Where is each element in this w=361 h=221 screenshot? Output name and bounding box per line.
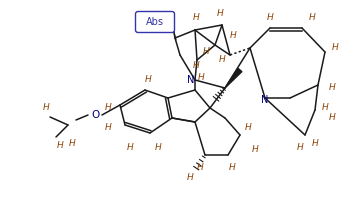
Text: H: H — [312, 139, 318, 147]
Text: H: H — [193, 13, 199, 23]
Text: H: H — [155, 143, 161, 152]
Text: H: H — [217, 10, 223, 19]
Text: H: H — [69, 139, 75, 147]
Text: H: H — [329, 114, 335, 122]
Text: H: H — [309, 13, 316, 23]
Text: Abs: Abs — [146, 17, 164, 27]
Text: H: H — [105, 124, 112, 133]
Text: H: H — [127, 143, 133, 152]
Polygon shape — [225, 69, 242, 88]
Text: H: H — [229, 164, 235, 173]
Text: H: H — [297, 143, 303, 152]
Text: H: H — [203, 48, 209, 57]
Text: H: H — [322, 103, 329, 112]
Text: H: H — [219, 55, 225, 65]
Text: H: H — [105, 103, 112, 112]
Text: O: O — [91, 110, 99, 120]
Text: N: N — [187, 75, 195, 85]
Text: H: H — [252, 145, 258, 154]
Text: H: H — [57, 141, 64, 149]
Text: H: H — [43, 103, 49, 112]
FancyBboxPatch shape — [135, 11, 174, 32]
Text: H: H — [197, 164, 203, 173]
Text: H: H — [230, 30, 236, 40]
Text: H: H — [332, 44, 338, 53]
Text: H: H — [145, 76, 151, 84]
Text: H: H — [193, 61, 199, 69]
Text: H: H — [245, 124, 251, 133]
Text: H: H — [267, 13, 273, 23]
Text: H: H — [187, 173, 193, 183]
Text: H: H — [197, 74, 204, 82]
Text: N: N — [261, 95, 269, 105]
Text: H: H — [329, 84, 335, 93]
